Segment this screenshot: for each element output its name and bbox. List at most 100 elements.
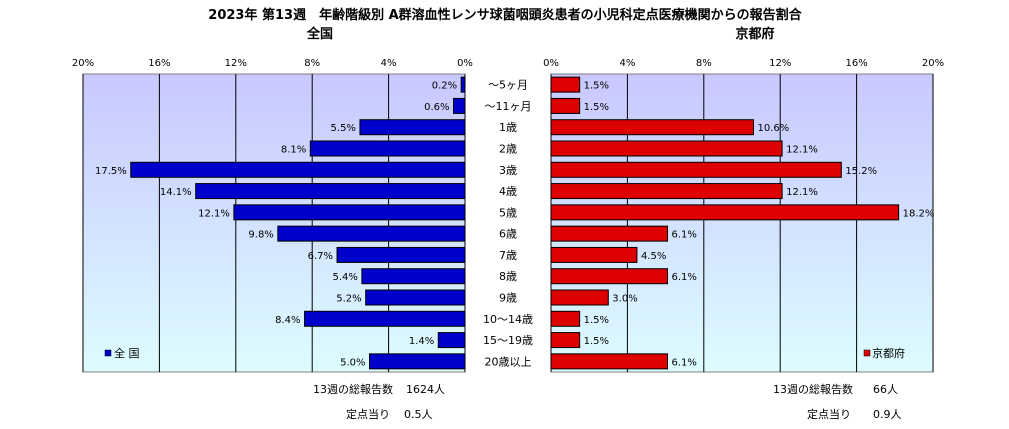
left-bar bbox=[437, 332, 466, 349]
left-bar bbox=[369, 353, 466, 370]
right-bar bbox=[550, 204, 900, 221]
right-bar bbox=[550, 353, 669, 370]
left-panel-title: 全国 bbox=[306, 26, 333, 42]
category-label: 4歳 bbox=[499, 185, 517, 198]
category-label: 3歳 bbox=[499, 164, 517, 177]
left-bar bbox=[277, 225, 466, 242]
left-value-label: 5.0% bbox=[340, 357, 365, 368]
left-value-label: 5.2% bbox=[336, 294, 361, 305]
right-value-label: 6.1% bbox=[672, 230, 697, 241]
right-bar bbox=[550, 97, 581, 114]
left-value-label: 6.7% bbox=[308, 251, 333, 262]
left-bar bbox=[359, 119, 466, 136]
left-value-label: 12.1% bbox=[198, 208, 230, 219]
right-bar bbox=[550, 310, 581, 327]
right-per-label: 定点当り bbox=[807, 407, 851, 421]
right-value-label: 1.5% bbox=[584, 336, 609, 347]
left-legend-swatch bbox=[104, 349, 112, 357]
right-bar bbox=[550, 289, 609, 306]
right-value-label: 12.1% bbox=[786, 187, 818, 198]
left-bar bbox=[304, 310, 466, 327]
left-tick-label: 4% bbox=[381, 58, 397, 69]
left-value-label: 14.1% bbox=[160, 187, 192, 198]
left-legend-label: 全 国 bbox=[114, 346, 140, 360]
right-tick-label: 0% bbox=[543, 58, 559, 69]
right-plot-area bbox=[550, 73, 934, 373]
right-bar bbox=[550, 332, 581, 349]
left-value-label: 8.1% bbox=[281, 145, 306, 156]
left-bar bbox=[309, 140, 466, 157]
category-label: 7歳 bbox=[499, 249, 517, 262]
category-label: 6歳 bbox=[499, 228, 517, 241]
right-per-value: 0.9人 bbox=[873, 408, 902, 421]
category-label: 8歳 bbox=[499, 270, 517, 283]
left-bar bbox=[460, 76, 466, 93]
left-bar bbox=[233, 204, 466, 221]
right-bar bbox=[550, 183, 783, 200]
left-value-label: 5.5% bbox=[331, 123, 356, 134]
right-value-label: 1.5% bbox=[584, 81, 609, 92]
right-bar bbox=[550, 246, 638, 263]
right-bar bbox=[550, 140, 783, 157]
right-panel-title: 京都府 bbox=[735, 26, 774, 42]
right-value-label: 1.5% bbox=[584, 102, 609, 113]
right-legend-label: 京都府 bbox=[872, 346, 905, 360]
right-bar bbox=[550, 161, 842, 178]
right-value-label: 10.6% bbox=[757, 123, 789, 134]
left-bar bbox=[130, 161, 466, 178]
right-tick-label: 12% bbox=[769, 58, 791, 69]
right-tick-label: 16% bbox=[845, 58, 867, 69]
category-label: 10～14歳 bbox=[483, 313, 533, 326]
right-legend-swatch bbox=[863, 349, 871, 357]
right-value-label: 18.2% bbox=[903, 208, 935, 219]
right-value-label: 15.2% bbox=[845, 166, 877, 177]
right-total-label: 13週の総報告数 bbox=[773, 382, 853, 396]
right-tick-label: 4% bbox=[619, 58, 635, 69]
left-per-label: 定点当り bbox=[346, 407, 390, 421]
left-bar bbox=[365, 289, 466, 306]
right-value-label: 4.5% bbox=[641, 251, 666, 262]
left-total-value: 1624人 bbox=[406, 383, 445, 396]
category-label: 9歳 bbox=[499, 292, 517, 305]
left-bar bbox=[453, 97, 466, 114]
category-label: ～11ヶ月 bbox=[485, 100, 532, 113]
left-value-label: 8.4% bbox=[275, 315, 300, 326]
right-bar bbox=[550, 225, 669, 242]
right-total-value: 66人 bbox=[873, 383, 898, 396]
category-label: 1歳 bbox=[499, 121, 517, 134]
category-label: 2歳 bbox=[499, 143, 517, 156]
right-value-label: 1.5% bbox=[584, 315, 609, 326]
left-bar bbox=[195, 183, 466, 200]
left-value-label: 9.8% bbox=[248, 230, 273, 241]
right-bar bbox=[550, 76, 581, 93]
right-value-label: 3.0% bbox=[612, 294, 637, 305]
left-value-label: 17.5% bbox=[95, 166, 127, 177]
left-bar bbox=[361, 268, 466, 285]
right-value-label: 6.1% bbox=[672, 357, 697, 368]
left-value-label: 0.6% bbox=[424, 102, 449, 113]
left-total-label: 13週の総報告数 bbox=[313, 382, 393, 396]
right-tick-label: 8% bbox=[696, 58, 712, 69]
category-label: 20歳以上 bbox=[485, 355, 532, 368]
left-tick-label: 12% bbox=[225, 58, 247, 69]
chart-title: 2023年 第13週 年齢階級別 A群溶血性レンサ球菌咽頭炎患者の小児科定点医療… bbox=[208, 7, 802, 23]
left-plot-area bbox=[82, 73, 466, 373]
left-value-label: 1.4% bbox=[409, 336, 434, 347]
right-bar bbox=[550, 268, 669, 285]
category-label: 5歳 bbox=[499, 206, 517, 219]
right-tick-label: 20% bbox=[922, 58, 944, 69]
left-per-value: 0.5人 bbox=[404, 408, 433, 421]
category-label: ～5ヶ月 bbox=[488, 79, 528, 92]
right-bar bbox=[550, 119, 754, 136]
right-value-label: 12.1% bbox=[786, 145, 818, 156]
left-tick-label: 8% bbox=[304, 58, 320, 69]
category-label: 15～19歳 bbox=[483, 334, 533, 347]
left-value-label: 0.2% bbox=[432, 81, 457, 92]
left-tick-label: 0% bbox=[457, 58, 473, 69]
left-value-label: 5.4% bbox=[332, 272, 357, 283]
left-bar bbox=[336, 246, 466, 263]
left-tick-label: 16% bbox=[148, 58, 170, 69]
right-value-label: 6.1% bbox=[672, 272, 697, 283]
left-tick-label: 20% bbox=[72, 58, 94, 69]
